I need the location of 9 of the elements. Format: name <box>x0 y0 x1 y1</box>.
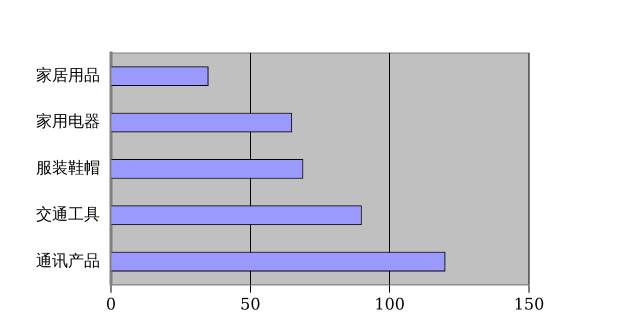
y-tick-label: 家居用品 <box>36 65 100 84</box>
x-tick-label: 150 <box>514 294 544 314</box>
x-tick-label: 50 <box>240 294 261 314</box>
y-tick-label: 服装鞋帽 <box>36 158 100 178</box>
y-tick-label: 家用电器 <box>36 112 100 131</box>
x-tick-label: 100 <box>374 294 405 314</box>
x-tick-label: 0 <box>106 294 116 314</box>
y-tick-label: 交通工具 <box>36 204 100 224</box>
y-tick-label: 通讯产品 <box>36 250 100 270</box>
